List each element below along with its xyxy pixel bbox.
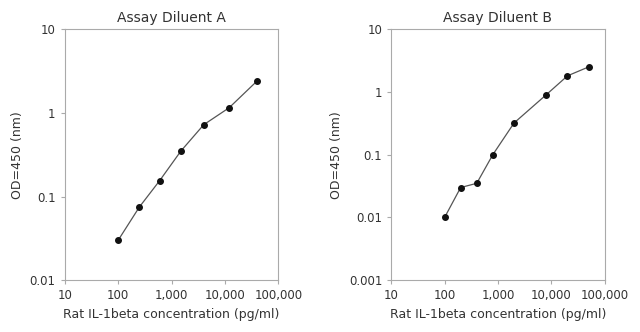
Title: Assay Diluent B: Assay Diluent B	[444, 11, 552, 25]
Y-axis label: OD=450 (nm): OD=450 (nm)	[11, 111, 24, 199]
Y-axis label: OD=450 (nm): OD=450 (nm)	[330, 111, 343, 199]
X-axis label: Rat IL-1beta concentration (pg/ml): Rat IL-1beta concentration (pg/ml)	[390, 308, 606, 321]
X-axis label: Rat IL-1beta concentration (pg/ml): Rat IL-1beta concentration (pg/ml)	[63, 308, 280, 321]
Title: Assay Diluent A: Assay Diluent A	[117, 11, 226, 25]
